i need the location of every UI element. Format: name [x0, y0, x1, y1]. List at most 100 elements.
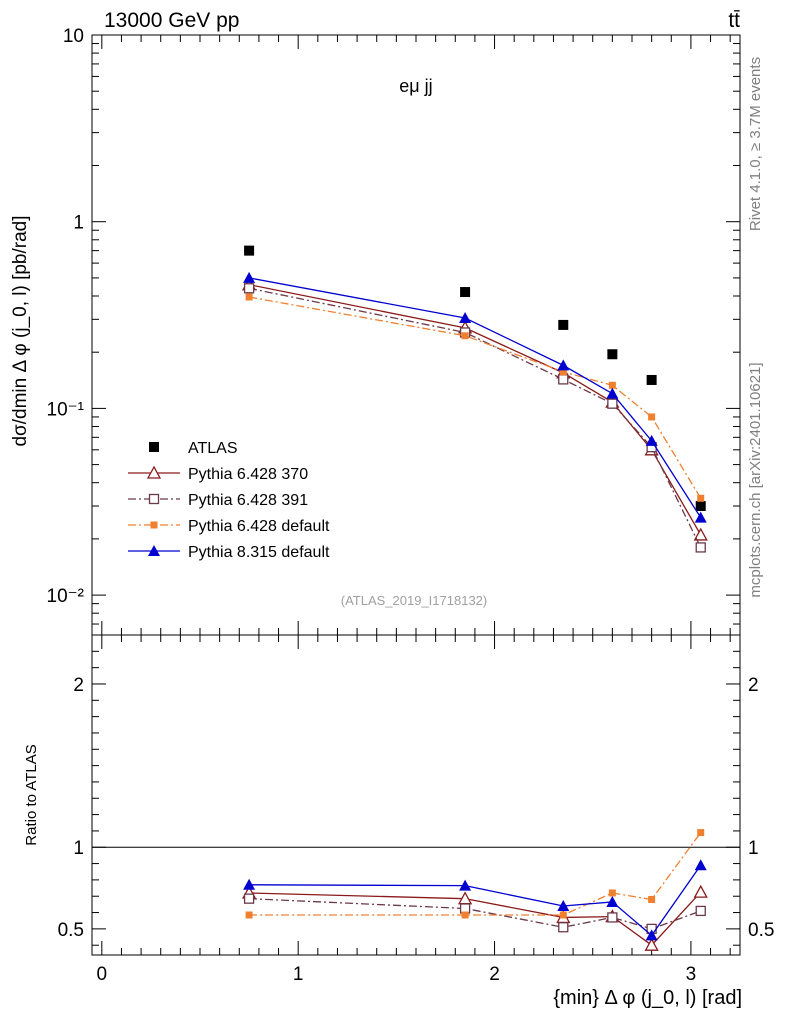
legend-item: Pythia 8.315 default: [128, 544, 330, 561]
rivet-label: Rivet 4.1.0, ≥ 3.7M events: [747, 57, 764, 231]
main-y-tick-label: 10: [63, 26, 84, 47]
data-point: [559, 368, 567, 376]
series-atlas: [244, 245, 706, 512]
main-axis-ticks: 10⁻² 10⁻¹ 1 10: [47, 26, 740, 635]
data-point: [607, 349, 618, 360]
series-line: [248, 287, 702, 548]
ratio-point: [608, 889, 616, 897]
legend-marker: [150, 521, 158, 529]
main-y-tick-label: 1: [73, 213, 84, 234]
ratio-point: [461, 911, 469, 919]
data-point: [607, 398, 618, 409]
legend-item: Pythia 6.428 370: [128, 465, 308, 483]
series-pythia-6-428-391: [243, 283, 706, 553]
x-tick-label: 1: [293, 964, 304, 985]
data-point: [243, 283, 255, 294]
ratio-plot-frame: [91, 634, 741, 956]
legend-item: Pythia 6.428 default: [128, 518, 330, 535]
data-point: [606, 387, 619, 399]
series-pythia-6-428-370: [241, 277, 708, 541]
data-point: [648, 413, 656, 421]
legend-item: ATLAS: [149, 440, 238, 457]
energy-label: 13000 GeV pp: [104, 9, 239, 32]
ratio-point: [645, 929, 658, 941]
data-point: [694, 511, 707, 523]
ratio-point: [606, 895, 619, 907]
data-point: [244, 245, 255, 256]
legend: ATLAS Pythia 6.428 370 Pythia 6.428 391 Pyt…: [128, 440, 330, 561]
legend-marker: [149, 442, 159, 452]
legend-label: Pythia 6.428 370: [188, 466, 308, 483]
legend-label: Pythia 6.428 391: [188, 492, 308, 509]
ratio-line: [249, 891, 702, 947]
data-point: [697, 494, 705, 502]
legend-item: Pythia 6.428 391: [128, 492, 308, 509]
channel-label: eμ jj: [399, 76, 432, 96]
x-tick-label: 0: [97, 964, 108, 985]
data-point: [459, 311, 472, 323]
legend-label: ATLAS: [188, 440, 238, 457]
ratio-point: [559, 911, 567, 919]
ratio-y-tick-label: 1: [73, 838, 84, 859]
ratio-point: [697, 829, 705, 837]
legend-marker: [148, 493, 160, 505]
ratio-y-tick-label-right: 2: [748, 675, 759, 696]
series-line: [248, 284, 702, 536]
ratio-series-pythia-6-428-default: [245, 829, 705, 919]
ratio-series-pythia-8-315-default: [243, 859, 707, 941]
ratio-y-tick-label-right: 0.5: [748, 920, 774, 941]
series-line: [248, 277, 702, 518]
legend-label: Pythia 6.428 default: [188, 518, 330, 535]
ratio-point: [245, 911, 253, 919]
series-line: [248, 296, 702, 499]
ratio-series-pythia-6-428-370: [241, 884, 708, 951]
process-label: tt̄: [728, 9, 740, 32]
series-pythia-8-315-default: [243, 271, 707, 523]
x-tick-label: 3: [686, 964, 697, 985]
ratio-point: [648, 895, 656, 903]
data-point: [695, 542, 706, 553]
main-y-axis-title: dσ/dmin Δ φ (j_0, l) [pb/rad]: [10, 215, 31, 446]
data-point: [245, 293, 253, 301]
ratio-y-axis-title: Ratio to ATLAS: [23, 744, 40, 845]
x-axis-title: {min} Δ φ (j_0, l) [rad]: [553, 987, 742, 1009]
data-point: [243, 271, 256, 283]
ratio-point: [644, 937, 659, 951]
ratio-series-pythia-6-428-391: [243, 893, 706, 935]
ratio-y-tick-label: 2: [73, 675, 84, 696]
analysis-label: (ATLAS_2019_I1718132): [341, 593, 487, 608]
data-point: [693, 527, 708, 541]
data-point: [646, 374, 657, 385]
source-label: mcplots.cern.ch [arXiv:2401.10621]: [747, 362, 764, 597]
ratio-point: [557, 900, 570, 912]
data-point: [461, 332, 469, 340]
ratio-point: [607, 912, 618, 923]
ratio-line: [249, 898, 701, 930]
data-point: [608, 381, 616, 389]
ratio-line: [249, 864, 702, 937]
ratio-point: [694, 859, 707, 871]
ratio-point: [693, 884, 708, 898]
x-tick-label: 2: [489, 964, 500, 985]
data-point: [645, 434, 658, 446]
series-pythia-6-428-default: [245, 293, 705, 502]
data-point: [558, 374, 569, 385]
ratio-y-tick-label: 0.5: [58, 920, 84, 941]
ratio-line: [249, 832, 702, 916]
main-y-tick-label: 10⁻²: [47, 586, 85, 607]
data-point: [460, 287, 471, 298]
ratio-point: [558, 922, 569, 933]
ratio-series-layer: [241, 829, 708, 951]
ratio-point: [459, 879, 472, 891]
legend-marker: [146, 465, 162, 479]
data-point: [557, 359, 570, 371]
main-y-tick-label: 10⁻¹: [47, 399, 85, 420]
ratio-point: [243, 878, 256, 890]
data-point: [558, 319, 569, 330]
ratio-point: [243, 893, 255, 904]
legend-label: Pythia 8.315 default: [188, 544, 330, 561]
ratio-point: [695, 905, 706, 917]
legend-marker: [148, 545, 160, 556]
ratio-y-tick-label-right: 1: [748, 838, 759, 859]
